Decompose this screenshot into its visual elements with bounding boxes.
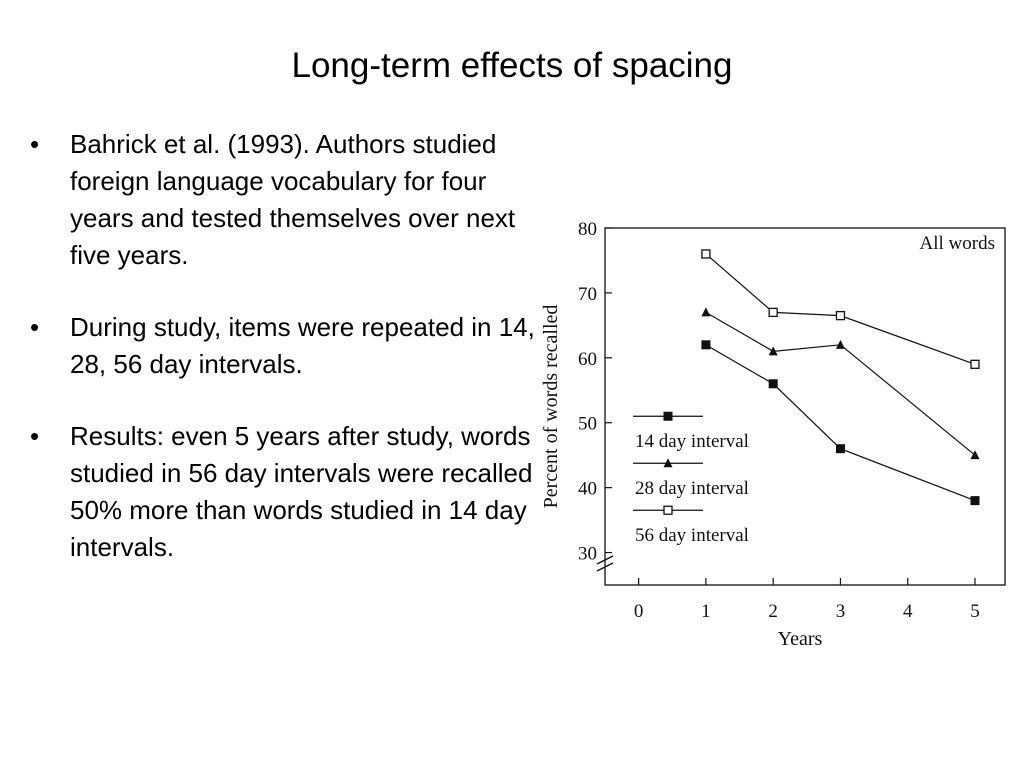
- y-axis-title: Percent of words recalled: [540, 305, 562, 509]
- axis-break-mark: [596, 562, 614, 572]
- series-line-3: [705, 253, 976, 365]
- bullet-item: • Bahrick et al. (1993). Authors studied…: [30, 126, 535, 274]
- y-tick-label: 50: [578, 414, 597, 435]
- series-line-1: [705, 344, 976, 502]
- legend-marker: [663, 411, 673, 421]
- y-tick-label: 60: [578, 349, 597, 370]
- y-tick-label: 40: [578, 479, 597, 500]
- bullet-list: • Bahrick et al. (1993). Authors studied…: [30, 126, 535, 601]
- x-tick-label: 4: [903, 601, 913, 622]
- bullet-text: During study, items were repeated in 14,…: [70, 312, 535, 379]
- series-line-2: [705, 311, 976, 456]
- chart-annotation: All words: [920, 233, 995, 254]
- data-point-series-3: [970, 359, 980, 369]
- bullet-item: • During study, items were repeated in 1…: [30, 309, 535, 383]
- bullet-dot: •: [30, 129, 40, 159]
- legend-marker: [663, 458, 673, 468]
- data-point-series-2: [701, 307, 711, 317]
- x-tick-label: 2: [768, 601, 778, 622]
- x-axis-title: Years: [778, 628, 823, 650]
- y-tick-label: 30: [578, 544, 597, 565]
- legend-label: 14 day interval: [635, 431, 749, 452]
- data-point-series-2: [970, 450, 980, 460]
- legend-marker: [663, 505, 673, 515]
- bullet-text: Bahrick et al. (1993). Authors studied f…: [70, 129, 516, 270]
- x-tick-label: 5: [970, 601, 980, 622]
- bullet-text: Results: even 5 years after study, words…: [70, 421, 533, 562]
- bullet-item: • Results: even 5 years after study, wor…: [30, 418, 535, 566]
- axis-break-mark: [596, 555, 614, 565]
- data-point-series-3: [701, 249, 711, 259]
- data-point-series-1: [835, 444, 845, 454]
- bullet-dot: •: [30, 312, 40, 342]
- data-point-series-2: [768, 346, 778, 356]
- recall-chart: 30 40 50 60 70 80 0 1 2 3 4 5 Years Percent of words …: [535, 195, 1024, 675]
- data-point-series-2: [835, 339, 845, 349]
- data-point-series-3: [768, 307, 778, 318]
- data-point-series-1: [768, 379, 778, 389]
- x-tick-label: 0: [634, 601, 644, 622]
- y-tick-label: 80: [578, 219, 597, 240]
- bullet-dot: •: [30, 421, 40, 451]
- y-tick-label: 70: [578, 284, 597, 305]
- x-tick-label: 3: [836, 601, 846, 622]
- legend-label: 56 day interval: [635, 525, 749, 546]
- data-point-series-1: [970, 496, 980, 506]
- legend-label: 28 day interval: [635, 478, 749, 499]
- data-point-series-3: [835, 310, 846, 321]
- data-point-series-1: [701, 340, 711, 350]
- slide-title: Long-term effects of spacing: [291, 46, 733, 85]
- recall-chart-svg: 30 40 50 60 70 80 0 1 2 3 4 5 Years Percent of words …: [540, 219, 1006, 650]
- x-tick-label: 1: [701, 601, 711, 622]
- plot-frame: [604, 227, 1006, 586]
